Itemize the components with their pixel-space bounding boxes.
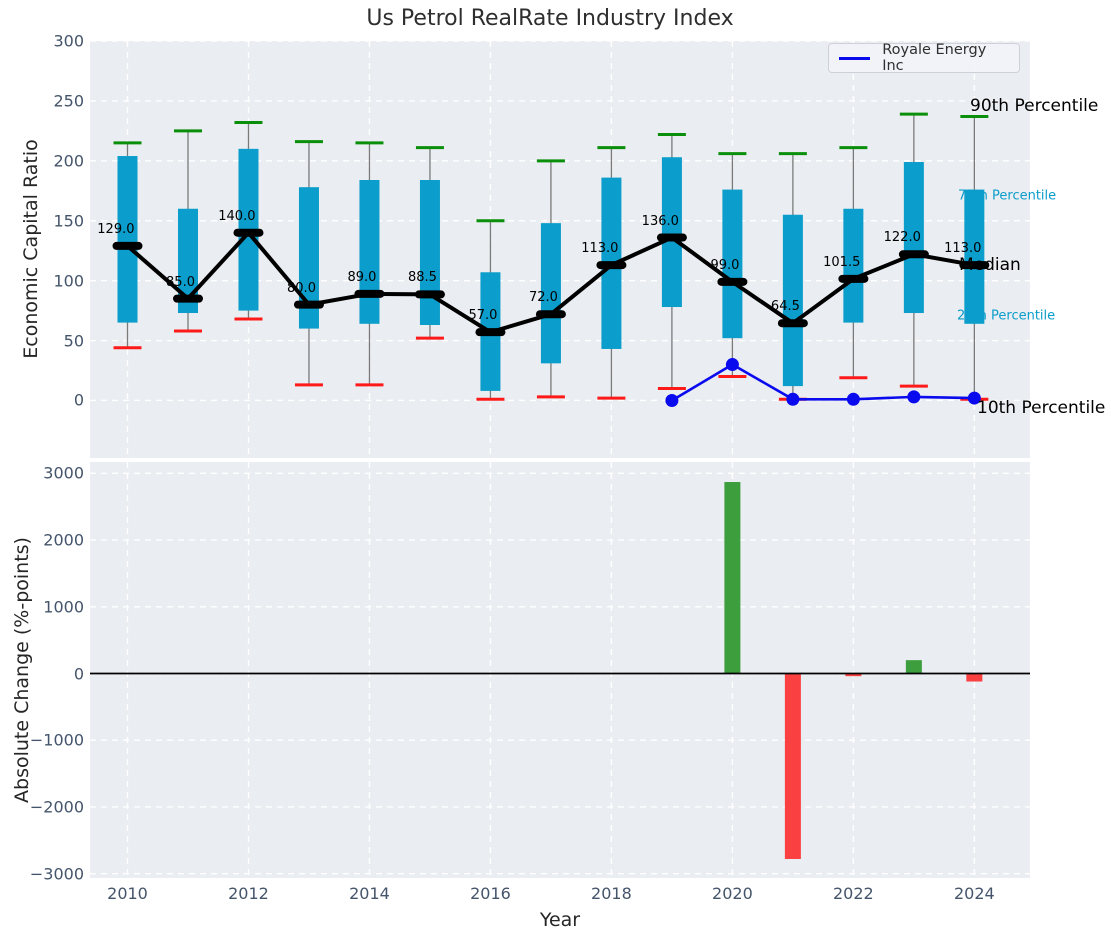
iqr-box: [298, 187, 319, 329]
median-marker: [838, 274, 869, 283]
bottom-ytick-label: −3000: [29, 864, 84, 884]
median-value-label: 80.0: [287, 280, 316, 296]
company-dot: [665, 393, 679, 407]
iqr-box: [177, 208, 198, 314]
company-dot: [967, 391, 981, 405]
bottom-axes-background: [90, 462, 1030, 878]
bottom-ytick-label: 3000: [43, 463, 84, 483]
annotation-median: Median: [959, 255, 1021, 276]
median-value-label: 89.0: [347, 269, 377, 285]
annotation-25th-percentile: 25th Percentile: [957, 308, 1056, 324]
iqr-box: [359, 180, 380, 324]
median-marker: [414, 290, 445, 299]
median-value-label: 136.0: [641, 213, 679, 229]
iqr-box: [540, 223, 561, 364]
top-ytick-label: 150: [53, 211, 84, 231]
bottom-ytick-label: −2000: [29, 797, 84, 817]
legend-line-sample-icon: [839, 56, 871, 60]
annotation-75th-percentile: 75th Percentile: [958, 188, 1057, 204]
xtick-label: 2010: [107, 884, 148, 903]
company-line: [671, 363, 975, 402]
median-value-label: 113.0: [581, 241, 619, 257]
bottom-ytick-label: 2000: [43, 530, 84, 550]
annotation-10th-percentile: 10th Percentile: [977, 398, 1106, 419]
median-value-label: 72.0: [528, 290, 558, 306]
top-ytick-label: 50: [63, 331, 84, 351]
median-value-label: 88.5: [407, 270, 437, 286]
xtick-label: 2024: [953, 884, 995, 903]
median-marker: [898, 250, 929, 259]
company-dot: [846, 392, 860, 406]
xtick-label: 2020: [712, 884, 753, 903]
bar-positive: [724, 482, 741, 674]
median-value-label: 122.0: [883, 230, 921, 246]
median-value-label: 85.0: [166, 274, 195, 290]
company-dot: [907, 390, 921, 404]
median-value-label: 57.0: [468, 308, 498, 324]
median-marker: [717, 277, 748, 286]
bar-negative: [784, 673, 801, 859]
bar-negative: [966, 673, 983, 682]
bar-negative: [845, 673, 862, 677]
median-value-label: 101.5: [823, 254, 861, 270]
median-marker: [233, 228, 264, 237]
xtick-label: 2022: [833, 884, 874, 903]
median-marker: [596, 261, 627, 270]
median-marker: [535, 310, 566, 319]
median-value-label: 99.0: [710, 257, 740, 273]
bottom-ytick-label: 1000: [43, 597, 84, 617]
median-marker: [656, 233, 687, 242]
bottom-ytick-label: −1000: [29, 730, 84, 750]
annotation-90th-percentile: 90th Percentile: [970, 96, 1099, 117]
xtick-label: 2016: [470, 884, 511, 903]
median-value-label: 140.0: [218, 208, 256, 224]
bottom-ytick-label: 0: [73, 664, 84, 683]
company-dot: [786, 392, 800, 406]
iqr-box: [661, 157, 682, 308]
x-axis-label: Year: [539, 909, 581, 931]
iqr-box: [964, 189, 985, 324]
company-dot: [725, 358, 739, 372]
median-value-label: 64.5: [770, 299, 800, 315]
top-ytick-label: 250: [53, 91, 84, 111]
top-y-axis-label: Economic Capital Ratio: [20, 139, 42, 359]
median-value-label: 113.0: [944, 241, 982, 257]
median-marker: [475, 328, 506, 337]
median-marker: [112, 241, 143, 250]
iqr-box: [117, 156, 138, 323]
median-marker: [354, 289, 385, 298]
iqr-box: [843, 208, 864, 323]
median-marker: [293, 300, 324, 309]
median-value-label: 129.0: [97, 221, 135, 237]
top-ytick-label: 300: [53, 31, 84, 51]
legend-label: Royale Energy Inc: [882, 42, 987, 74]
top-ytick-label: 100: [53, 271, 84, 291]
median-marker: [172, 294, 203, 303]
median-marker: [777, 319, 808, 328]
xtick-label: 2014: [349, 884, 390, 903]
xtick-label: 2012: [228, 884, 269, 903]
top-ytick-label: 0: [73, 390, 84, 410]
iqr-box: [419, 180, 440, 325]
legend-box: Royale Energy Inc: [828, 42, 1020, 74]
xtick-label: 2018: [591, 884, 632, 903]
bar-positive: [905, 660, 922, 674]
median-marker: [959, 261, 990, 270]
top-ytick-label: 200: [53, 151, 84, 171]
iqr-box: [782, 214, 803, 387]
chart-title: Us Petrol RealRate Industry Index: [366, 6, 734, 31]
iqr-box: [903, 162, 924, 314]
iqr-box: [722, 189, 743, 339]
